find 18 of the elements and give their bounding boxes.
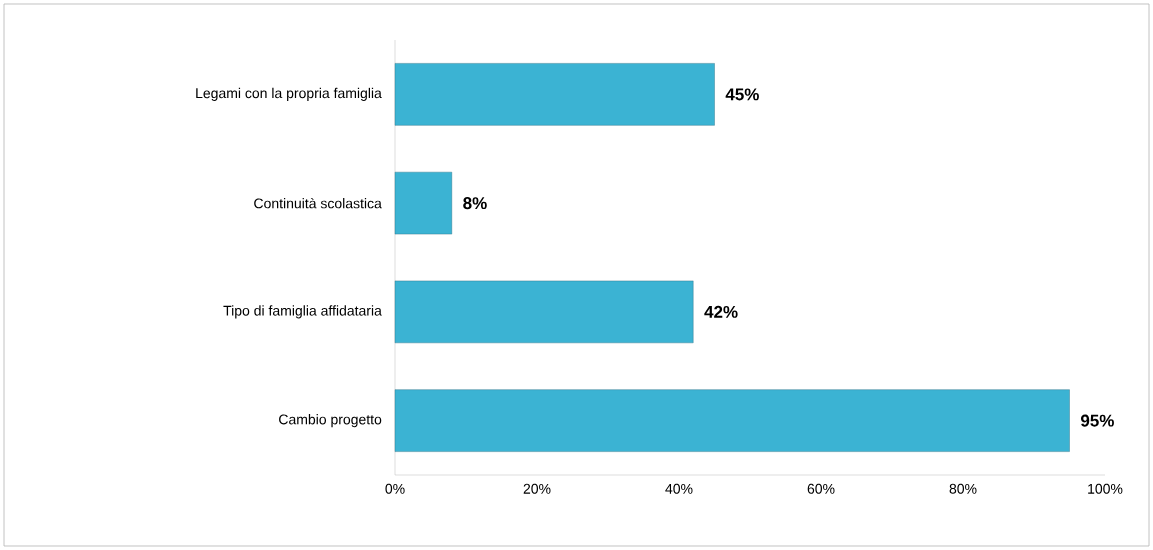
y-tick-label: Tipo di famiglia affidataria (223, 305, 382, 319)
x-tick-label: 100% (1088, 483, 1123, 494)
bar (394, 389, 1070, 452)
x-tick-label: 20% (523, 483, 551, 494)
x-tick-label: 80% (949, 483, 977, 494)
x-tick-label: 40% (665, 483, 693, 494)
data-label: 95% (1080, 414, 1114, 427)
y-tick-label: Continuità scolastica (254, 197, 382, 209)
y-tick-label: Cambio progetto (279, 414, 382, 428)
bar (394, 171, 453, 235)
x-tick-label: 0% (385, 483, 405, 494)
data-label: 45% (725, 88, 759, 101)
x-tick-label: 60% (807, 483, 835, 494)
y-tick-label: Legami con la propria famiglia (196, 87, 382, 101)
data-label: 8% (463, 197, 487, 210)
bar (394, 63, 715, 126)
data-label: 42% (704, 305, 738, 318)
bar (394, 280, 694, 344)
